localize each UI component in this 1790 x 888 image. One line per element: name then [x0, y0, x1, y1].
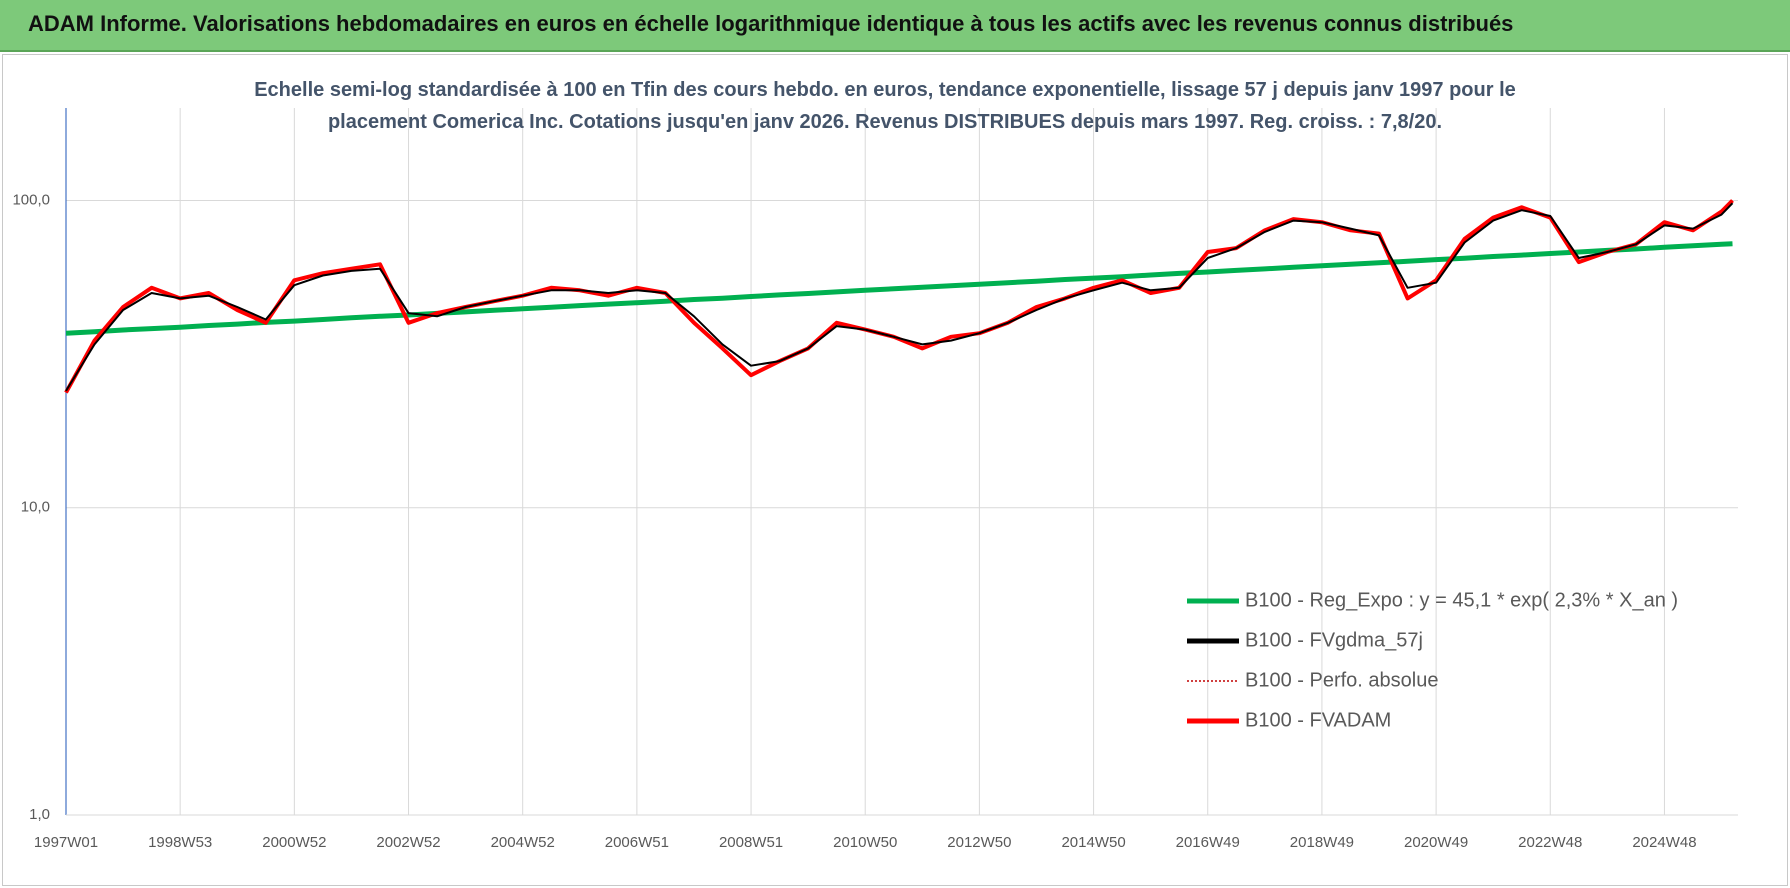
chart-frame	[2, 54, 1788, 886]
legend-label: B100 - FVADAM	[1245, 709, 1391, 731]
x-tick-label: 2016W49	[1176, 834, 1240, 851]
x-tick-label: 2006W51	[605, 834, 669, 851]
series-line	[65, 241, 1733, 336]
legend-label: B100 - FVgdma_57j	[1245, 629, 1423, 651]
x-tick-label: 2012W50	[947, 834, 1011, 851]
y-tick-label: 10,0	[21, 499, 50, 516]
legend-label: B100 - Perfo. absolue	[1245, 669, 1438, 691]
x-tick-label: 2004W52	[491, 834, 555, 851]
series-line	[65, 202, 1734, 392]
x-tick-label: 2024W48	[1632, 834, 1696, 851]
x-tick-label: 1998W53	[148, 834, 212, 851]
y-tick-label: 100,0	[12, 191, 50, 208]
x-tick-label: 2000W52	[262, 834, 326, 851]
chart-title: Echelle semi-log standardisée à 100 en T…	[254, 79, 1516, 133]
x-tick-label: 2022W48	[1518, 834, 1582, 851]
y-tick-label: 1,0	[29, 806, 50, 823]
x-tick-label: 2014W50	[1061, 834, 1125, 851]
x-tick-label: 2010W50	[833, 834, 897, 851]
x-tick-label: 2002W52	[376, 834, 440, 851]
series-line	[64, 199, 1734, 394]
legend-label: B100 - Reg_Expo : y = 45,1 * exp( 2,3% *…	[1245, 589, 1678, 611]
x-tick-label: 2018W49	[1290, 834, 1354, 851]
header-title: ADAM Informe. Valorisations hebdomadaire…	[28, 11, 1514, 36]
x-tick-label: 1997W01	[34, 834, 98, 851]
x-tick-label: 2020W49	[1404, 834, 1468, 851]
header-bar: ADAM Informe. Valorisations hebdomadaire…	[0, 0, 1790, 52]
x-tick-label: 2008W51	[719, 834, 783, 851]
